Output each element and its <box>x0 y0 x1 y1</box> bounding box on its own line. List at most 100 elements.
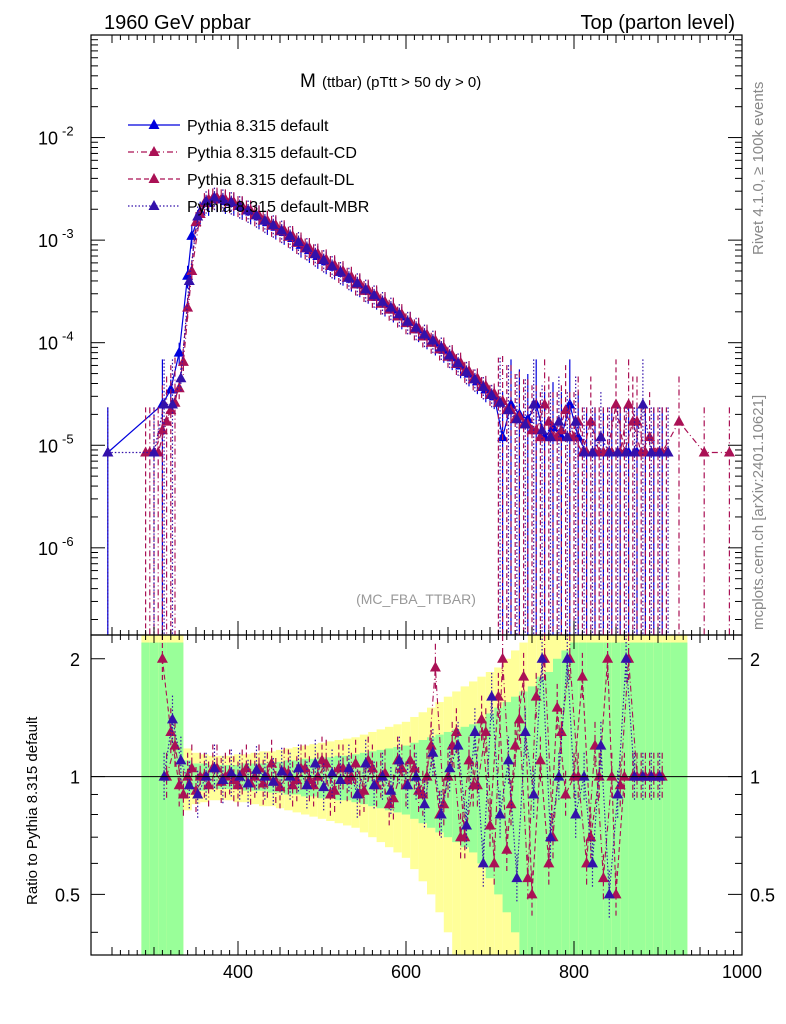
data-point <box>547 421 559 432</box>
ratio-point <box>410 770 422 781</box>
ratio-y-tick-label-right: 1 <box>750 768 760 788</box>
ratio-point <box>156 652 168 663</box>
data-point <box>343 271 355 282</box>
ratio-point <box>234 770 246 781</box>
x-tick-label: 800 <box>559 962 589 982</box>
data-point <box>444 349 456 360</box>
ratio-point <box>358 784 370 795</box>
ratio-point <box>595 739 607 750</box>
ratio-point <box>292 762 304 773</box>
data-point <box>200 195 212 206</box>
data-point <box>177 355 189 366</box>
y-tick-label: 10 <box>38 334 58 354</box>
ratio-band-green <box>494 707 503 895</box>
ratio-band-green <box>485 713 495 879</box>
data-point <box>477 380 489 391</box>
header-left-label: 1960 GeV ppbar <box>104 12 251 34</box>
ratio-series-line <box>161 658 658 895</box>
ratio-point <box>396 762 408 773</box>
ratio-point <box>284 770 296 781</box>
ratio-band-green <box>519 691 528 955</box>
data-point <box>645 446 657 457</box>
data-point <box>173 382 185 393</box>
data-point <box>166 398 178 409</box>
ratio-band-green <box>679 642 688 955</box>
x-tick-label: 400 <box>223 962 253 982</box>
ratio-band-green <box>544 672 553 955</box>
rivet-side-label: Rivet 4.1.0, ≥ 100k events <box>750 82 767 255</box>
ratio-frame <box>90 634 743 956</box>
ratio-band-green <box>275 761 285 793</box>
y-tick-label-exponent: -3 <box>62 226 74 241</box>
ratio-y-tick-label-right: 0.5 <box>750 885 775 905</box>
ratio-band-green <box>267 761 276 793</box>
ratio-band-green <box>141 642 150 955</box>
ratio-point <box>553 770 565 781</box>
ratio-y-tick-label-right: 2 <box>750 650 760 670</box>
legend-label: Pythia 8.315 default-DL <box>187 172 354 189</box>
data-point <box>284 229 296 240</box>
ratio-band-green <box>637 642 646 955</box>
ratio-point <box>182 770 194 781</box>
data-point <box>140 446 152 457</box>
data-point <box>595 431 607 442</box>
data-point <box>309 248 321 259</box>
ratio-band-green <box>569 642 579 955</box>
data-point <box>418 328 430 339</box>
ratio-band-green <box>536 676 545 955</box>
plot-title-main: M <box>300 71 316 92</box>
data-point <box>225 196 237 207</box>
ratio-point <box>511 872 523 883</box>
data-point <box>494 396 506 407</box>
ratio-band-green <box>427 737 436 828</box>
data-point <box>486 388 498 399</box>
ratio-point <box>169 739 181 750</box>
ratio-point <box>217 773 229 784</box>
ratio-point <box>343 762 355 773</box>
ratio-point <box>469 725 481 736</box>
ratio-point <box>257 777 269 788</box>
ratio-point <box>606 770 618 781</box>
ratio-band-green <box>511 696 520 933</box>
ratio-point <box>519 725 531 736</box>
ratio-point <box>450 725 462 736</box>
ratio-point <box>427 746 439 757</box>
data-point <box>662 446 674 457</box>
data-point <box>250 209 262 220</box>
data-point <box>435 341 447 352</box>
data-point <box>175 372 187 383</box>
ratio-point <box>637 770 649 781</box>
ratio-ylabel: Ratio to Pythia 8.315 default <box>24 716 41 905</box>
ratio-point <box>309 757 321 768</box>
ratio-point <box>333 762 345 773</box>
data-point <box>723 446 735 457</box>
ratio-band-green <box>477 719 486 864</box>
ratio-point <box>334 773 346 784</box>
ratio-point <box>429 661 441 672</box>
ratio-point <box>240 762 252 773</box>
ratio-point <box>497 652 509 663</box>
legend-marker <box>148 200 160 210</box>
data-point <box>183 274 195 285</box>
ratio-band-green <box>435 734 444 833</box>
watermark: (MC_FBA_TTBAR) <box>356 591 476 607</box>
ratio-point <box>602 652 614 663</box>
data-point <box>190 216 202 227</box>
ratio-band-green <box>175 642 184 955</box>
data-point <box>460 365 472 376</box>
ratio-band-green <box>670 642 679 955</box>
ratio-point <box>360 757 372 768</box>
ratio-point <box>513 713 525 724</box>
ratio-point <box>480 725 492 736</box>
ratio-point <box>645 770 657 781</box>
ratio-point <box>603 888 615 899</box>
ratio-point <box>476 713 488 724</box>
legend: Pythia 8.315 default Pythia 8.315 default… <box>128 118 369 216</box>
data-point <box>502 404 514 415</box>
ratio-band-green <box>460 726 469 848</box>
data-point <box>544 431 556 442</box>
ratio-band-green <box>452 729 461 843</box>
y-tick-label: 10 <box>38 129 58 149</box>
data-point <box>427 334 439 345</box>
legend-label: Pythia 8.315 default-CD <box>187 145 357 162</box>
